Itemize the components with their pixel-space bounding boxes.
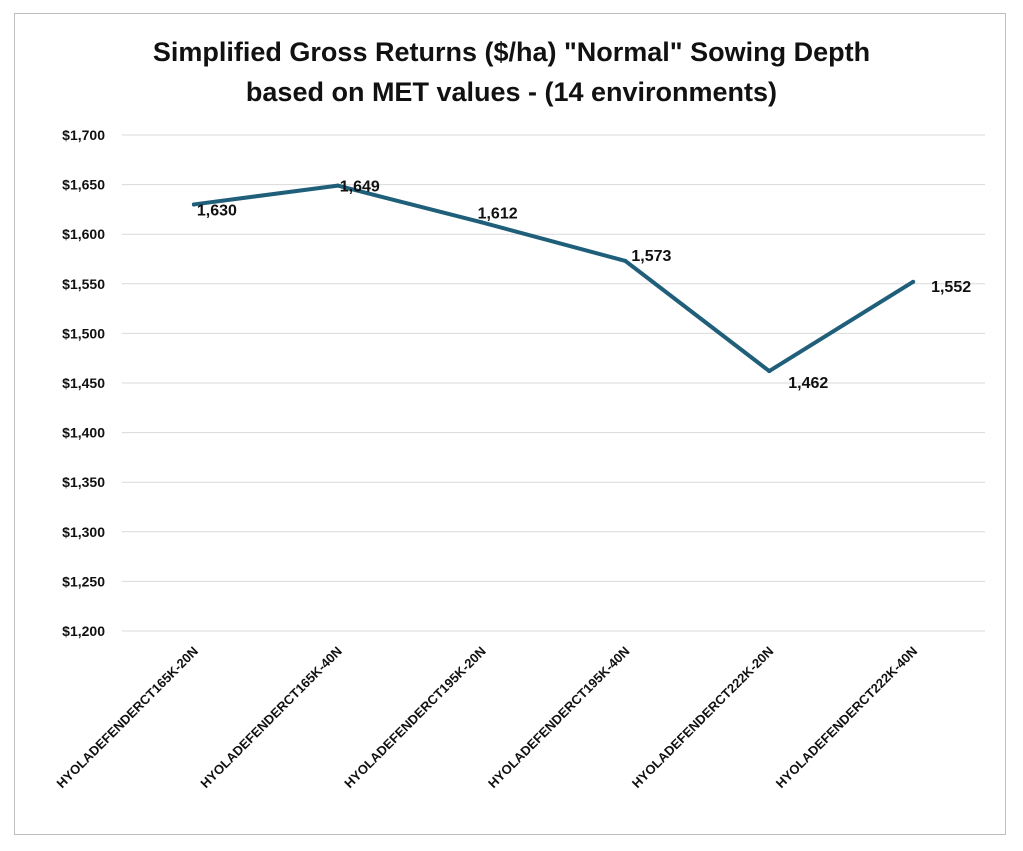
x-tick-label: HYOLADEFENDERCT222K-40N [773, 644, 920, 791]
y-tick-label: $1,700 [62, 127, 105, 143]
chart-title-line-1: Simplified Gross Returns ($/ha) "Normal"… [152, 37, 871, 67]
data-label: 1,552 [931, 279, 971, 296]
x-tick-label: HYOLADEFENDERCT195K-40N [485, 644, 632, 791]
y-tick-label: $1,200 [62, 623, 105, 639]
data-label: 1,573 [631, 248, 671, 265]
y-tick-label: $1,250 [62, 573, 105, 589]
data-point [335, 183, 340, 188]
data-label: 1,612 [478, 205, 518, 222]
y-tick-label: $1,350 [62, 474, 105, 490]
series-line [191, 183, 916, 374]
data-point [911, 279, 916, 284]
chart-title: Simplified Gross Returns ($/ha) "Normal"… [0, 32, 1023, 112]
y-tick-label: $1,300 [62, 524, 105, 540]
data-point [623, 258, 628, 263]
data-point [767, 369, 772, 374]
data-label: 1,649 [340, 179, 380, 196]
y-tick-label: $1,450 [62, 375, 105, 391]
x-tick-label: HYOLADEFENDERCT222K-20N [629, 644, 776, 791]
x-tick-label: HYOLADEFENDERCT165K-40N [197, 644, 344, 791]
data-label: 1,630 [197, 202, 237, 219]
data-label: 1,462 [788, 375, 828, 392]
gridlines [122, 134, 985, 632]
series-line-group [191, 183, 916, 374]
y-tick-label: $1,550 [62, 276, 105, 292]
data-point [479, 220, 484, 225]
y-tick-label: $1,500 [62, 325, 105, 341]
y-axis-tick-labels: $1,200 $1,250 $1,300 $1,350 $1,400 $1,450 $1,5… [62, 127, 105, 639]
data-labels: 1,630 1,649 1,612 1,573 1,462 1,552 [197, 179, 971, 393]
x-tick-label: HYOLADEFENDERCT195K-20N [341, 644, 488, 791]
x-tick-label: HYOLADEFENDERCT165K-20N [54, 644, 201, 791]
y-tick-label: $1,400 [62, 425, 105, 441]
data-point [191, 202, 196, 207]
y-tick-label: $1,650 [62, 177, 105, 193]
chart-title-line-2: based on MET values - (14 environments) [245, 77, 778, 107]
x-axis-tick-labels: HYOLADEFENDERCT165K-20NHYOLADEFENDERCT16… [54, 644, 921, 791]
y-tick-label: $1,600 [62, 226, 105, 242]
chart-frame [14, 13, 1006, 835]
